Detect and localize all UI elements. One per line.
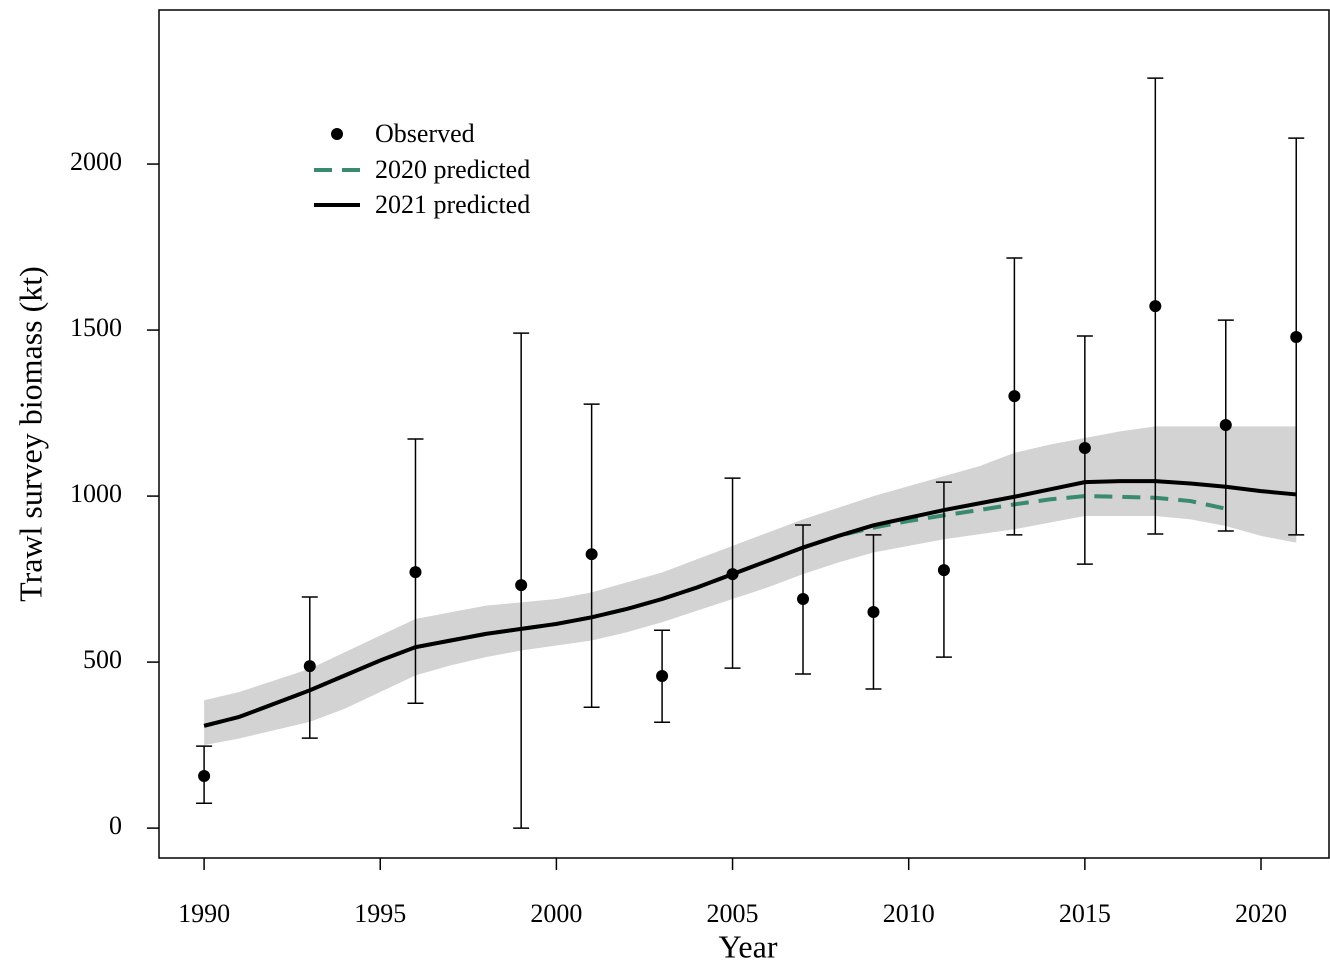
y-tick-label: 1500: [70, 313, 122, 342]
legend-label: Observed: [375, 119, 475, 148]
legend-label: 2020 predicted: [375, 155, 530, 184]
y-tick-label: 0: [109, 811, 122, 840]
observed-point: [585, 548, 598, 561]
x-tick-label: 2020: [1235, 899, 1287, 928]
x-tick-label: 2015: [1059, 899, 1111, 928]
predicted-line: [203, 479, 1297, 728]
plot-frame: [158, 9, 1330, 859]
observed-point: [726, 568, 739, 581]
observed-point: [1078, 441, 1091, 454]
x-tick-label: 2005: [707, 899, 759, 928]
observed-point: [1290, 331, 1303, 344]
observed-point: [937, 564, 950, 577]
confidence-band: [204, 426, 1297, 746]
x-axis-label: Year: [719, 928, 778, 964]
y-tick-label: 2000: [70, 147, 122, 176]
observed-point: [1149, 300, 1162, 313]
legend-marker: [331, 128, 343, 140]
observed-point: [867, 605, 880, 618]
y-tick-label: 500: [83, 645, 122, 674]
observed-point: [1219, 419, 1232, 432]
observed-point: [797, 593, 810, 606]
observed-point: [1008, 390, 1021, 403]
observed-point: [409, 566, 422, 579]
x-tick-label: 1990: [178, 899, 230, 928]
observed-point: [198, 769, 211, 782]
x-tick-label: 2000: [530, 899, 582, 928]
y-tick-label: 1000: [70, 479, 122, 508]
observed-point: [303, 660, 316, 673]
legend-label: 2021 predicted: [375, 190, 530, 219]
x-tick-label: 2010: [883, 899, 935, 928]
observed-point: [515, 579, 528, 592]
observed-point: [656, 670, 669, 683]
y-axis-label: Trawl survey biomass (kt): [12, 266, 48, 602]
x-tick-label: 1995: [354, 899, 406, 928]
